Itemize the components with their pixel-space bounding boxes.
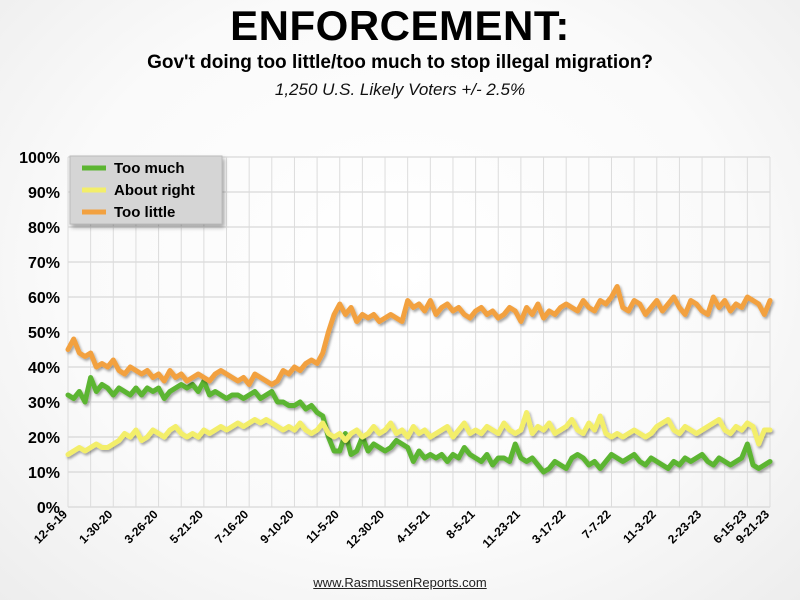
y-tick-label: 90% xyxy=(28,185,60,202)
legend-label: Too much xyxy=(114,160,185,177)
x-tick-label: 8-5-21 xyxy=(443,507,478,542)
y-tick-label: 100% xyxy=(19,150,60,167)
grid-layer xyxy=(67,156,771,508)
y-tick-label: 0% xyxy=(37,500,60,517)
series-layer xyxy=(65,284,773,475)
legend: Too much About right Too little xyxy=(69,155,223,225)
x-tick-label: 9-10-20 xyxy=(257,507,296,546)
y-tick-label: 70% xyxy=(28,255,60,272)
chart-subtitle: Gov't doing too little/too much to stop … xyxy=(147,52,653,73)
x-tick-label: 7-7-22 xyxy=(579,507,614,542)
series-line-about-right xyxy=(65,410,773,457)
series-line-too-little xyxy=(65,284,773,387)
x-tick-label: 12-30-20 xyxy=(343,507,387,551)
x-tick-label: 11-23-21 xyxy=(480,507,524,551)
legend-label: About right xyxy=(114,182,195,199)
y-tick-label: 60% xyxy=(28,290,60,307)
chart-title: ENFORCEMENT: xyxy=(230,2,570,49)
y-tick-label: 30% xyxy=(28,395,60,412)
source-link[interactable]: www.RasmussenReports.com xyxy=(313,575,487,590)
x-tick-label: 3-17-22 xyxy=(529,507,568,546)
series-line-too-much xyxy=(65,375,773,475)
y-tick-label: 20% xyxy=(28,430,60,447)
y-tick-label: 80% xyxy=(28,220,60,237)
x-tick-label: 11-3-22 xyxy=(620,507,659,546)
y-tick-label: 10% xyxy=(28,465,60,482)
x-tick-label: 1-30-20 xyxy=(76,507,115,546)
y-tick-label: 40% xyxy=(28,360,60,377)
x-tick-label: 3-26-20 xyxy=(122,507,161,546)
sample-note: 1,250 U.S. Likely Voters +/- 2.5% xyxy=(274,80,526,99)
x-tick-label: 4-15-21 xyxy=(393,507,432,546)
legend-label: Too little xyxy=(114,204,175,221)
y-tick-label: 50% xyxy=(28,325,60,342)
x-tick-label: 5-21-20 xyxy=(167,507,206,546)
x-tick-label: 2-23-23 xyxy=(665,507,704,546)
x-tick-label: 7-16-20 xyxy=(212,507,251,546)
x-tick-label: 11-5-20 xyxy=(303,507,342,546)
